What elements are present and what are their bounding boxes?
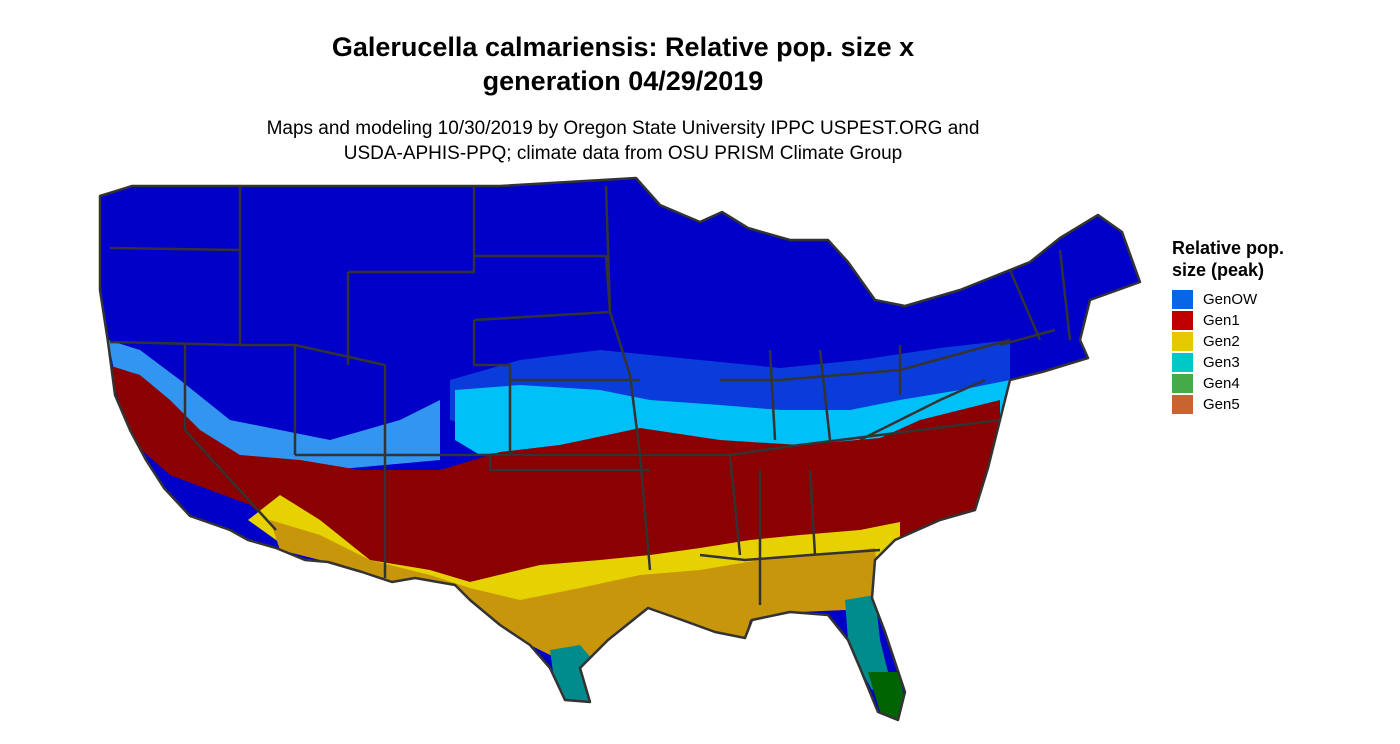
- legend-swatch-genow: [1172, 290, 1193, 309]
- legend-label-genow: GenOW: [1203, 291, 1258, 308]
- zone-gen4-green: [868, 672, 905, 720]
- legend-item-gen5: Gen5: [1172, 394, 1372, 415]
- zone-gen2-gold: [270, 520, 880, 668]
- state-borders: [98, 176, 1142, 722]
- legend-swatch-gen3: [1172, 353, 1193, 372]
- legend-title-line-2: size (peak): [1172, 260, 1265, 280]
- legend-item-gen1: Gen1: [1172, 310, 1372, 331]
- legend-swatch-gen1: [1172, 311, 1193, 330]
- legend-label-gen3: Gen3: [1203, 354, 1240, 371]
- legend-item-gen2: Gen2: [1172, 331, 1372, 352]
- legend-swatch-gen4: [1172, 374, 1193, 393]
- border-lines: [109, 185, 1072, 605]
- title-line-2: generation 04/29/2019: [482, 66, 764, 96]
- legend-item-genow: GenOW: [1172, 289, 1372, 310]
- zone-gen3-teal: [845, 595, 890, 690]
- subtitle-line-2: USDA-APHIS-PPQ; climate data from OSU PR…: [343, 143, 903, 164]
- legend-swatch-gen5: [1172, 395, 1193, 414]
- legend-label-gen5: Gen5: [1203, 396, 1240, 413]
- legend-label-gen2: Gen2: [1203, 333, 1240, 350]
- subtitle-line-1: Maps and modeling 10/30/2019 by Oregon S…: [266, 118, 980, 139]
- legend-label-gen1: Gen1: [1203, 312, 1240, 329]
- legend-title: Relative pop. size (peak): [1172, 237, 1372, 281]
- page-title: Galerucella calmariensis: Relative pop. …: [248, 30, 998, 98]
- map-subtitle: Maps and modeling 10/30/2019 by Oregon S…: [173, 116, 1073, 166]
- legend-item-gen4: Gen4: [1172, 373, 1372, 394]
- legend-title-line-1: Relative pop.: [1172, 238, 1285, 258]
- legend-swatch-gen2: [1172, 332, 1193, 351]
- us-outline: [98, 176, 1142, 722]
- legend-label-gen4: Gen4: [1203, 375, 1240, 392]
- map-legend: Relative pop. size (peak) GenOW Gen1 Gen…: [1172, 237, 1372, 415]
- legend-item-gen3: Gen3: [1172, 352, 1372, 373]
- title-line-1: Galerucella calmariensis: Relative pop. …: [331, 32, 915, 62]
- map-fill: [98, 176, 1142, 722]
